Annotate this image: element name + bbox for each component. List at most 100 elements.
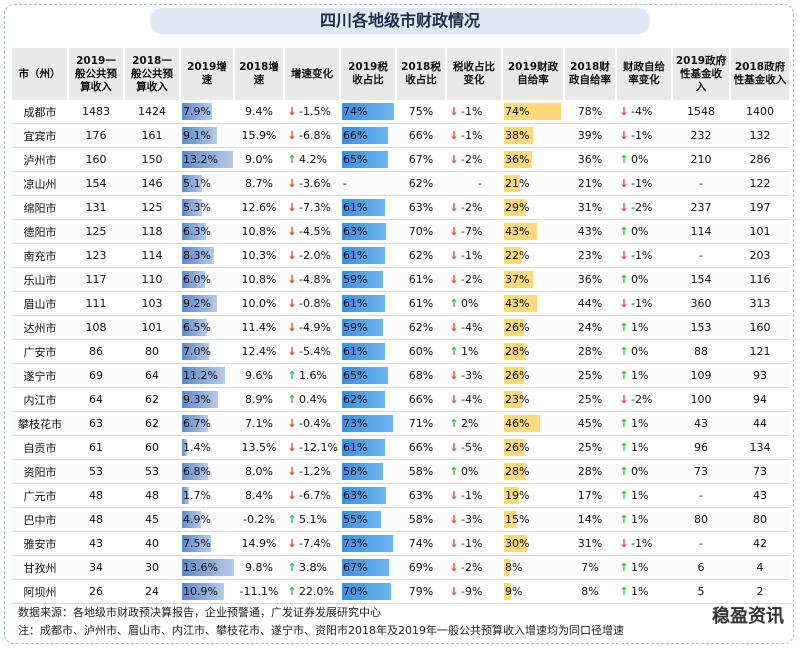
fund-2019-cell-value: 96: [694, 441, 708, 454]
tax-2019-cell: 66%: [340, 124, 396, 148]
self-change-cell: ↑ 0%: [616, 460, 672, 484]
fund-2018-cell-value: 134: [750, 441, 771, 454]
budget-2019-cell: 34: [68, 556, 124, 580]
tax-2018-cell-value: 79%: [409, 585, 433, 598]
self-2018-cell-value: 31%: [578, 537, 602, 550]
self-2019-cell-value: 36%: [505, 153, 529, 166]
tax-change-cell: ↓ -5%: [446, 436, 502, 460]
self-2019-cell: 43%: [502, 220, 564, 244]
self-change-cell: ↑ 1%: [616, 580, 672, 604]
self-change-cell: ↑ 1%: [616, 484, 672, 508]
fund-2018-cell: 160: [730, 316, 790, 340]
self-2018-cell: 44%: [564, 292, 616, 316]
self-change-cell: ↑ 1%: [616, 556, 672, 580]
growth-change-cell: ↓ -1.5%: [284, 100, 340, 124]
tax-2019-cell: 63%: [340, 220, 396, 244]
city-cell-value: 德阳市: [24, 226, 57, 239]
self-change-cell-value: 0%: [631, 225, 648, 238]
budget-2019-cell-value: 176: [86, 129, 107, 142]
tax-change-cell: ↓ -9%: [446, 580, 502, 604]
budget-2019-cell-value: 43: [89, 537, 103, 550]
fund-2018-cell-value: 80: [753, 513, 767, 526]
down-arrow-icon: ↓: [449, 105, 459, 118]
up-arrow-icon: ↑: [619, 513, 629, 526]
fund-2018-cell: 2: [730, 580, 790, 604]
city-cell-value: 眉山市: [24, 298, 57, 311]
growth-change-cell-value: -7.3%: [299, 201, 331, 214]
tax-2018-cell: 68%: [396, 364, 446, 388]
budget-2018-cell-value: 101: [142, 321, 163, 334]
growth-change-cell: ↓ -4.5%: [284, 220, 340, 244]
tax-2018-cell: 66%: [396, 124, 446, 148]
city-cell: 南充市: [12, 244, 68, 268]
budget-2019-cell-value: 64: [89, 393, 103, 406]
growth-change-cell: ↓ -7.4%: [284, 532, 340, 556]
fund-2019-cell-value: 80: [694, 513, 708, 526]
growth-2018-cell-value: 15.9%: [242, 129, 277, 142]
fund-2018-cell: 4: [730, 556, 790, 580]
up-arrow-icon: ↑: [449, 345, 459, 358]
table-row: 成都市 1483 1424 7.9% 9.4% ↓ -1.5% 74% 75% ↓ -1% 74% 78…: [12, 100, 790, 124]
growth-2018-cell: 9.8%: [234, 556, 284, 580]
growth-change-cell: ↑ 3.8%: [284, 556, 340, 580]
budget-2019-cell: 61: [68, 436, 124, 460]
column-header: 财政自给率变化: [616, 48, 672, 100]
self-2019-cell: 26%: [502, 364, 564, 388]
self-2019-cell-value: 43%: [505, 297, 529, 310]
growth-2019-cell-value: 1.7%: [183, 489, 211, 502]
budget-2018-cell-value: 161: [142, 129, 163, 142]
self-2018-cell-value: 7%: [581, 561, 598, 574]
column-header: 市（州）: [12, 48, 68, 100]
fund-2018-cell: 116: [730, 268, 790, 292]
growth-2018-cell-value: 9.6%: [245, 369, 273, 382]
budget-2018-cell-value: 150: [142, 153, 163, 166]
growth-2018-cell: 11.4%: [234, 316, 284, 340]
budget-2019-cell: 111: [68, 292, 124, 316]
tax-2019-cell-value: 61%: [343, 297, 367, 310]
table-row: 广元市 48 48 1.7% 8.4% ↓ -6.7% 63% 63% ↓ -1% 19% 17% ↑ 1%…: [12, 484, 790, 508]
down-arrow-icon: ↓: [287, 129, 297, 142]
growth-2019-cell-value: 13.6%: [183, 561, 218, 574]
fund-2019-cell-value: 237: [691, 201, 712, 214]
tax-change-cell-value: -1%: [461, 105, 482, 118]
city-cell: 德阳市: [12, 220, 68, 244]
growth-2019-cell: 6.0%: [180, 268, 234, 292]
budget-2019-cell-value: 123: [86, 249, 107, 262]
table-row: 资阳市 53 53 6.8% 8.0% ↓ -1.2% 58% 58% ↑ 0% 28% 28% ↑ 0% 7…: [12, 460, 790, 484]
self-2019-cell: 38%: [502, 124, 564, 148]
table-row: 内江市 64 62 9.3% 8.9% ↑ 0.4% 62% 66% ↓ -4% 23% 25% ↓ -2%…: [12, 388, 790, 412]
budget-2019-cell-value: 1483: [82, 105, 110, 118]
tax-change-cell-value: -1%: [461, 249, 482, 262]
self-2018-cell-value: 25%: [578, 441, 602, 454]
self-change-cell: ↓ -4%: [616, 100, 672, 124]
city-cell: 凉山州: [12, 172, 68, 196]
growth-change-cell: ↓ -0.8%: [284, 292, 340, 316]
budget-2019-cell-value: 61: [89, 441, 103, 454]
self-2019-cell: 37%: [502, 268, 564, 292]
growth-2018-cell-value: 10.8%: [242, 225, 277, 238]
city-cell: 广安市: [12, 340, 68, 364]
column-header: 增速变化: [284, 48, 340, 100]
self-change-cell-value: 1%: [631, 561, 648, 574]
budget-2019-cell: 48: [68, 508, 124, 532]
city-cell: 甘孜州: [12, 556, 68, 580]
budget-2019-cell: 125: [68, 220, 124, 244]
table-row: 甘孜州 34 30 13.6% 9.8% ↑ 3.8% 67% 69% ↓ -2% 8% 7% ↑ 1% 6 4: [12, 556, 790, 580]
growth-2019-cell: 13.6%: [180, 556, 234, 580]
tax-2019-cell-value: 63%: [343, 225, 367, 238]
budget-2018-cell: 64: [124, 364, 180, 388]
budget-2019-cell: 131: [68, 196, 124, 220]
tax-change-cell: ↓ -1%: [446, 100, 502, 124]
tax-2018-cell-value: 63%: [409, 489, 433, 502]
tax-2018-cell: 75%: [396, 100, 446, 124]
city-cell: 泸州市: [12, 148, 68, 172]
budget-2018-cell-value: 125: [142, 201, 163, 214]
tax-2019-cell: 62%: [340, 388, 396, 412]
growth-2019-cell: 13.2%: [180, 148, 234, 172]
tax-2018-cell-value: 75%: [409, 105, 433, 118]
tax-2018-cell: 63%: [396, 196, 446, 220]
up-arrow-icon: ↑: [449, 465, 459, 478]
growth-2019-cell-value: 6.5%: [183, 321, 211, 334]
down-arrow-icon: ↓: [619, 249, 629, 262]
city-cell-value: 南充市: [24, 250, 57, 263]
